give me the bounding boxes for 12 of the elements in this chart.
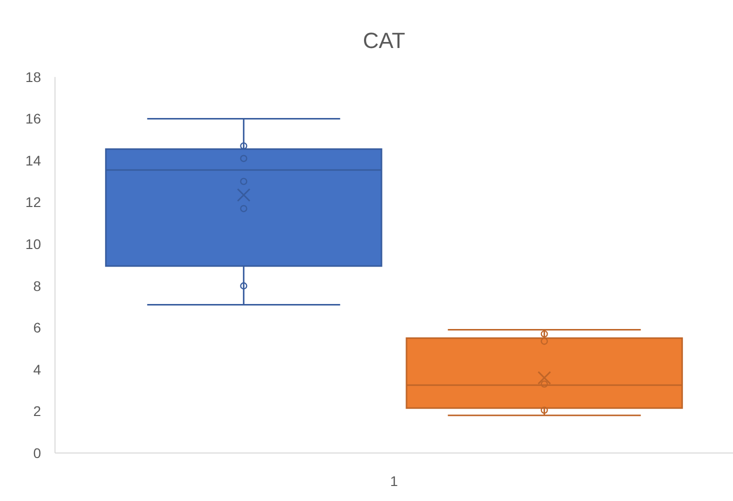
chart-title: CAT — [362, 28, 406, 53]
y-tick-label: 12 — [25, 194, 42, 210]
y-tick-label: 14 — [25, 152, 42, 168]
y-tick-label: 8 — [33, 278, 42, 294]
y-tick-label: 10 — [25, 236, 42, 252]
y-tick-label: 0 — [33, 444, 42, 461]
y-tick-label: 16 — [25, 110, 42, 127]
y-tick-label: 6 — [33, 320, 42, 336]
x-tick-label: 1 — [390, 473, 398, 489]
y-tick-label: 18 — [25, 68, 42, 85]
y-tick-label: 4 — [33, 361, 42, 378]
y-tick-label: 2 — [33, 403, 42, 420]
